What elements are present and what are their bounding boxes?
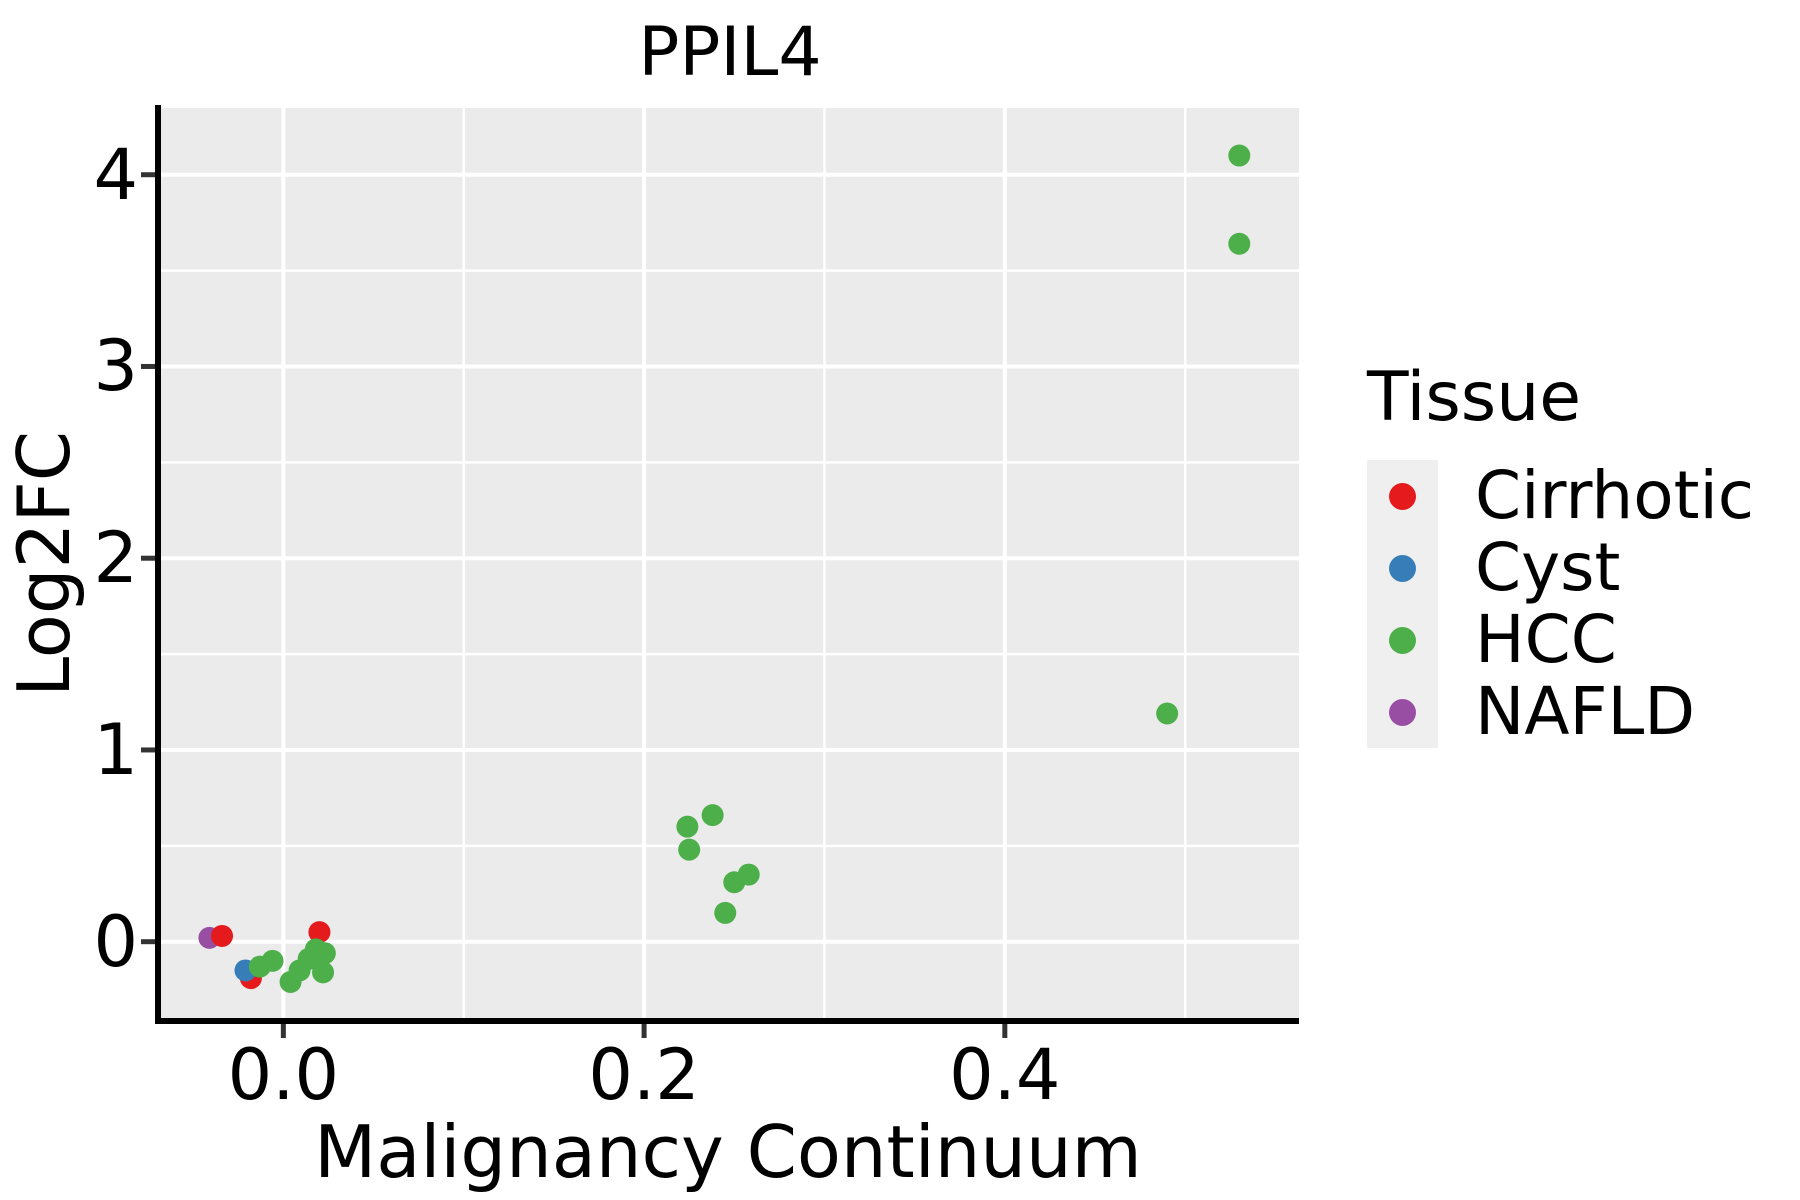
legend-label: Cirrhotic <box>1475 457 1755 535</box>
data-point-hcc <box>701 804 724 827</box>
data-point-hcc <box>261 949 284 972</box>
legend-label: Cyst <box>1475 529 1621 607</box>
y-tick-label: 0 <box>93 900 138 983</box>
data-point-hcc <box>678 838 701 861</box>
legend-key <box>1367 676 1438 749</box>
y-axis-label: Log2FC <box>2 430 86 698</box>
legend-item-nafld: NAFLD <box>1367 673 1754 751</box>
legend-item-cyst: Cyst <box>1367 529 1754 607</box>
legend-item-cirrhotic: Cirrhotic <box>1367 457 1755 535</box>
data-point-cirrhotic <box>211 924 234 947</box>
legend-item-hcc: HCC <box>1367 601 1754 679</box>
data-point-hcc <box>676 815 699 838</box>
legend-key <box>1367 460 1438 533</box>
legend-title: Tissue <box>1367 358 1582 437</box>
data-point-hcc <box>714 901 737 924</box>
x-tick-label: 0.4 <box>949 1034 1061 1116</box>
legend-label: HCC <box>1475 601 1617 679</box>
y-tick-label: 4 <box>93 133 138 216</box>
legend-dot-icon <box>1389 554 1416 582</box>
legend-key <box>1367 532 1438 605</box>
y-tick-label: 1 <box>93 708 138 791</box>
data-point-hcc <box>312 961 335 984</box>
legend-items: Cirrhotic Cyst HCC NAFLD <box>1367 457 1755 751</box>
data-point-hcc <box>737 863 760 886</box>
legend-dot-icon <box>1389 626 1416 654</box>
legend-key <box>1367 604 1438 677</box>
data-point-hcc <box>1228 144 1251 167</box>
y-tick-label: 2 <box>93 517 138 600</box>
legend-dot-icon <box>1389 698 1416 726</box>
legend: Tissue Cirrhotic Cyst HCC NAFLD <box>1367 358 1755 751</box>
data-point-hcc <box>313 942 336 965</box>
legend-label: NAFLD <box>1475 673 1696 751</box>
data-point-hcc <box>1228 232 1251 255</box>
panel-background <box>158 108 1299 1021</box>
data-point-cirrhotic <box>308 921 331 944</box>
y-tick-label: 3 <box>93 325 138 408</box>
data-point-hcc <box>1156 702 1179 725</box>
x-tick-label: 0.0 <box>227 1034 340 1116</box>
legend-dot-icon <box>1389 482 1416 510</box>
x-tick-label: 0.2 <box>588 1034 700 1116</box>
x-axis-label: Malignancy Continuum <box>314 1110 1142 1194</box>
plot-title: PPIL4 <box>638 13 822 92</box>
